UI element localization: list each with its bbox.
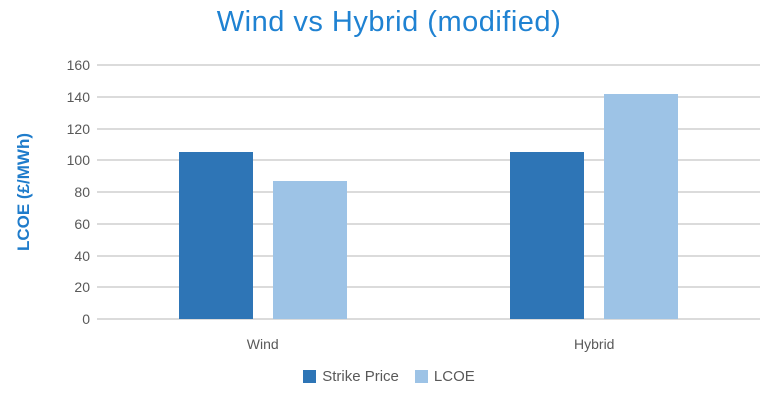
gridline: [97, 127, 760, 130]
bar-strike-price-wind: [178, 152, 253, 319]
gridline: [97, 222, 760, 225]
legend-label: LCOE: [433, 368, 475, 385]
legend-item-strike-price: Strike Price: [303, 368, 399, 385]
y-axis-tick-label: 20: [74, 279, 90, 296]
y-axis-tick-label: 120: [66, 120, 90, 137]
y-axis-tick-label: 80: [74, 184, 90, 200]
legend-swatch-icon: [303, 370, 317, 383]
y-axis-tick-label: 0: [82, 311, 90, 327]
gridline: [97, 286, 760, 289]
gridline: [97, 95, 760, 98]
y-axis-tick-label: 40: [74, 247, 90, 264]
bar-lcoe-hybrid: [604, 93, 679, 319]
gridline: [97, 191, 760, 193]
gridline: [97, 64, 760, 66]
y-axis-tick-label: 60: [74, 215, 90, 232]
y-axis-title: LCOE (£/MWh): [14, 132, 33, 252]
legend-item-lcoe: LCOE: [414, 368, 475, 385]
y-axis-tick-label: 140: [66, 88, 90, 105]
legend-label: Strike Price: [322, 368, 399, 385]
y-axis-tick-label: 160: [66, 57, 90, 73]
gridline: [97, 159, 760, 162]
chart-title: Wind vs Hybrid (modified): [216, 6, 562, 38]
bar-lcoe-wind: [272, 180, 347, 319]
legend-swatch-icon: [414, 370, 428, 383]
bar-strike-price-hybrid: [510, 152, 585, 319]
y-axis-tick-label: 100: [66, 152, 90, 169]
x-axis-category-label: Wind: [246, 336, 279, 352]
legend: Strike Price LCOE: [0, 368, 778, 385]
gridline: [97, 254, 760, 257]
x-axis-category-label: Hybrid: [574, 336, 615, 352]
gridline: [97, 318, 760, 320]
